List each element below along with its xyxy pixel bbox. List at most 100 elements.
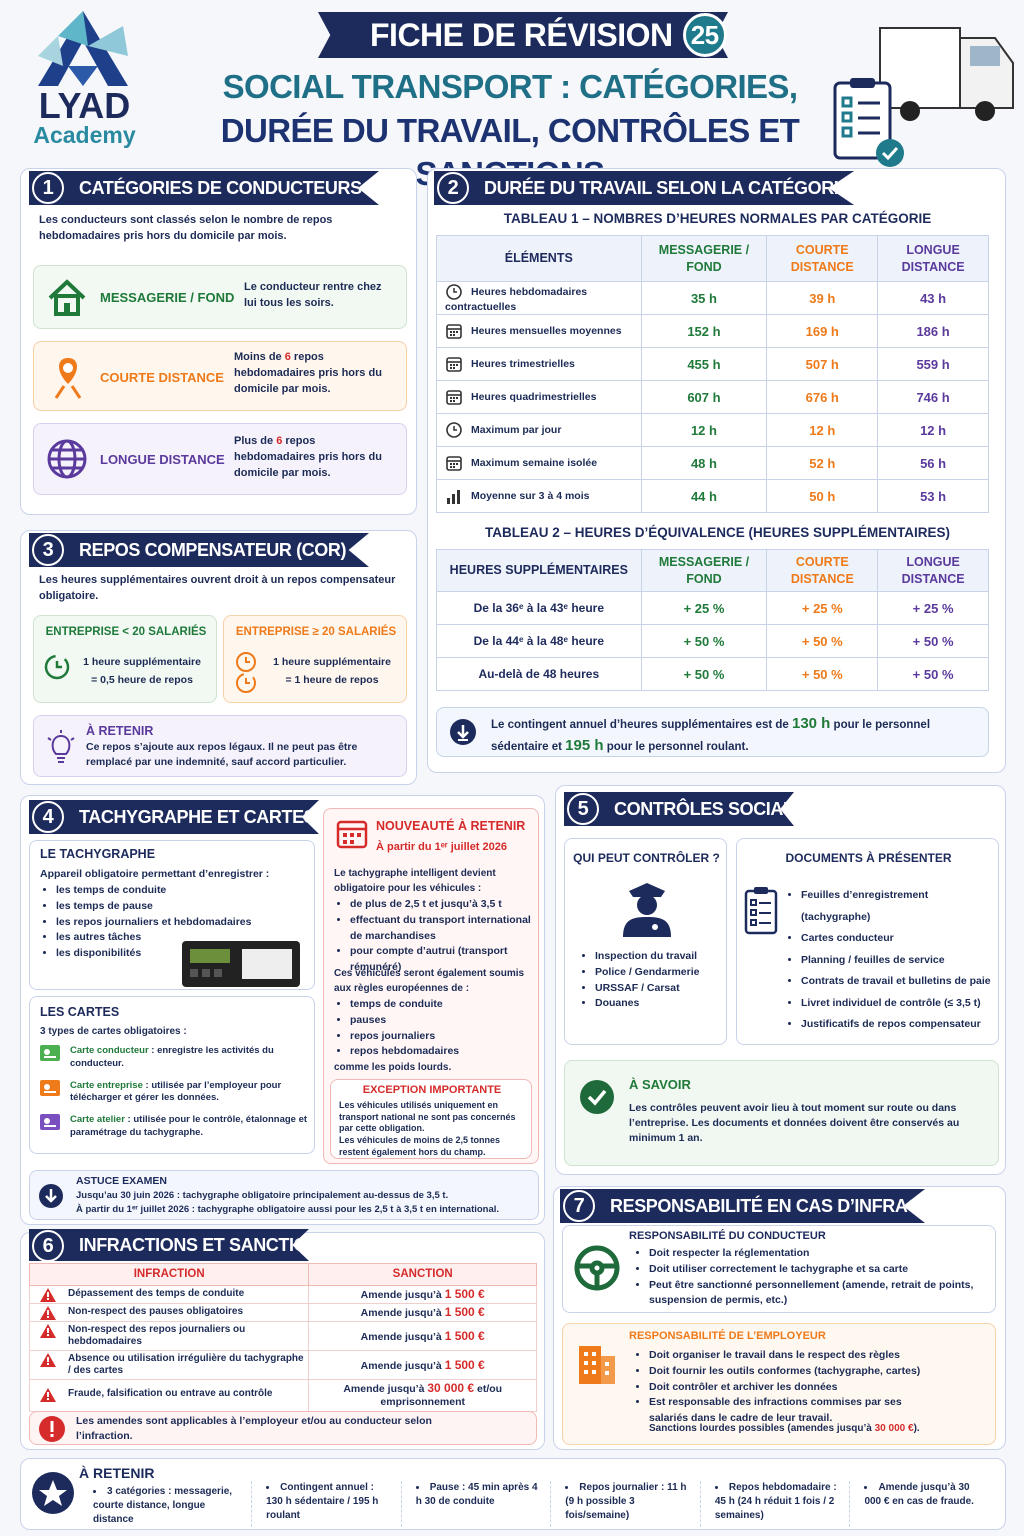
section-responsabilite: 7 RESPONSABILITÉ EN CAS D’INFRACTION RESP…	[553, 1186, 1006, 1450]
cell-value: + 50 %	[877, 624, 989, 658]
list-item: les temps de conduite	[56, 883, 302, 899]
carte-text: Carte atelier : utilisée pour le contrôl…	[70, 1114, 310, 1140]
table1-title: TABLEAU 1 – NOMBRES D’HEURES NORMALES PA…	[503, 211, 932, 226]
highlight: 1ᵉʳ juillet 2026	[126, 1204, 190, 1215]
list-item: repos journaliers	[350, 1029, 532, 1045]
highlight: 1 500 €	[444, 1328, 485, 1343]
column-header: HEURES SUPPLÉMENTAIRES	[436, 549, 642, 592]
table2: HEURES SUPPLÉMENTAIRES MESSAGERIE / FOND C…	[436, 549, 989, 691]
icon-clipboard	[744, 887, 778, 935]
icon-clock	[44, 654, 70, 680]
section-number: 4	[32, 801, 64, 833]
nouveaute-date: À partir du 1ᵉʳ juillet 2026	[376, 841, 508, 853]
infraction-text: Absence ou utilisation irrégulière du ta…	[68, 1352, 304, 1377]
cell-label: De la 44ᵉ à la 48ᵉ heure	[436, 624, 642, 658]
note-text: Les amendes sont applicables à l’employe…	[76, 1415, 432, 1443]
list-item: Doit utiliser correctement le tachygraph…	[649, 1262, 980, 1278]
value: 12 h	[690, 422, 717, 438]
value: 44 h	[690, 488, 717, 504]
exception-title: EXCEPTION IMPORTANTE	[362, 1084, 502, 1096]
table2-title: TABLEAU 2 – HEURES D’ÉQUIVALENCE (HEURES…	[484, 525, 951, 540]
list-item: Peut être sanctionné personnellement (am…	[649, 1278, 980, 1310]
footer-item: Amende jusqu’à 30 000 € en cas de fraude…	[849, 1481, 999, 1527]
value: 455 h	[687, 356, 721, 372]
table-row: De la 36ᵉ à la 43ᵉ heure + 25 % + 25 % + 25…	[436, 591, 989, 625]
retenir-box: À RETENIR Ce repos s’ajoute aux repos lé…	[33, 715, 407, 777]
column-header: MESSAGERIE / FOND	[640, 235, 768, 282]
list-item: les disponibilités	[56, 946, 302, 962]
cell-value: 48 h	[640, 446, 768, 480]
section-title: RESPONSABILITÉ EN CAS D’INFRACTION	[610, 1195, 962, 1216]
text-part: Le conducteur rentre chez lui tous les s…	[244, 281, 382, 309]
value: 50 h	[809, 488, 836, 504]
text-part: Amende jusqu’à	[360, 1359, 445, 1372]
section-banner: 6 INFRACTIONS ET SANCTIONS	[29, 1229, 309, 1261]
label: De la 44ᵉ à la 48ᵉ heure	[473, 634, 605, 648]
cell-value: 607 h	[640, 380, 768, 414]
list-item: Doit respecter la réglementation	[649, 1246, 980, 1262]
cell-value: 186 h	[877, 314, 989, 348]
footer-item: Repos hebdomadaire : 45 h (24 h réduit 1…	[699, 1481, 850, 1527]
text-part: Le contingent annuel d’heures supplément…	[491, 719, 792, 731]
section-number: 7	[563, 1190, 595, 1222]
list-item: effectuant du transport international de…	[350, 913, 532, 945]
highlight: 1 500 €	[444, 1287, 485, 1301]
nouveaute-list: de plus de 2,5 t et jusqu’à 3,5 teffectu…	[336, 897, 532, 976]
list-item: les autres tâches	[56, 930, 302, 946]
label: Heures hebdomadaires contractuelles	[445, 285, 588, 313]
label: Heures mensuelles moyennes	[471, 324, 622, 337]
list-item: de plus de 2,5 t et jusqu’à 3,5 t	[350, 897, 532, 913]
sheet-number: 25	[682, 13, 727, 57]
value: 559 h	[916, 356, 950, 372]
cell-value: 152 h	[640, 314, 768, 348]
header-row: ÉLÉMENTS MESSAGERIE / FOND COURTE DISTANCE…	[436, 235, 989, 282]
row-icon	[446, 456, 462, 471]
label: Heures quadrimestrielles	[471, 390, 597, 403]
cell-value: + 50 %	[766, 657, 879, 691]
infraction-text: Fraude, falsification ou entrave au cont…	[68, 1388, 273, 1400]
docs-box: DOCUMENTS À PRÉSENTER Feuilles d’enregis…	[736, 838, 999, 1045]
retenir-title: À RETENIR	[86, 724, 154, 738]
cell-label: Moyenne sur 3 à 4 mois	[436, 479, 642, 513]
cell-value: + 25 %	[640, 591, 768, 625]
section-title: CATÉGORIES DE CONDUCTEURS	[79, 177, 362, 198]
section-title: INFRACTIONS ET SANCTIONS	[79, 1234, 332, 1255]
text-part: repos hebdomadaires pris hors du domicil…	[234, 435, 382, 479]
text-part: et/ou emprisonnement	[380, 1383, 503, 1409]
text-part: À partir du	[76, 1204, 127, 1215]
row-icon	[446, 284, 462, 300]
table-row: Absence ou utilisation irrégulière du ta…	[28, 1350, 537, 1381]
cell-value: + 50 %	[877, 657, 989, 691]
table-row: De la 44ᵉ à la 48ᵉ heure + 50 % + 50 % + 50…	[436, 624, 989, 658]
value: 39 h	[809, 290, 836, 306]
carte-name: Carte conducteur	[70, 1045, 149, 1056]
table-row: Heures trimestrielles 455 h 507 h 559 h	[436, 347, 989, 381]
text-part: Amende jusqu’à	[360, 1307, 445, 1320]
footer: À RETENIR 3 catégories : messagerie, cou…	[20, 1458, 1006, 1530]
value: + 50 %	[912, 633, 954, 649]
row-icon	[446, 324, 462, 339]
nouveaute-title: NOUVEAUTÉ À RETENIR	[376, 819, 526, 833]
card-desc: Moins de 6 repos hebdomadaires pris hors…	[234, 350, 384, 398]
column-header: INFRACTION	[28, 1263, 310, 1286]
cell-value: 12 h	[877, 413, 989, 447]
cell-value: 56 h	[877, 446, 989, 480]
empl-final: Sanctions lourdes possibles (amendes jus…	[649, 1422, 989, 1437]
cell-value: 44 h	[640, 479, 768, 513]
tachy-title: LE TACHYGRAPHE	[40, 847, 156, 861]
note-box: Le contingent annuel d’heures supplément…	[436, 707, 989, 757]
cell-value: + 25 %	[766, 591, 879, 625]
savoir-title: À SAVOIR	[629, 1077, 691, 1092]
sanctions-table: INFRACTION SANCTION Dépassement des temps …	[28, 1263, 537, 1412]
text-part: : tachygraphe obligatoire aussi pour les…	[189, 1204, 500, 1215]
box-lines: 1 heure supplémentaire = 1 heure de repos	[264, 654, 400, 690]
box-large-company: ENTREPRISE ≥ 20 SALARIÉS 1 heure supplém…	[223, 615, 407, 703]
qui-list: Inspection du travailPolice / Gendarmeri…	[581, 949, 721, 1012]
section-controles: 5 CONTRÔLES SOCIAUX QUI PEUT CONTRÔLER ? …	[555, 785, 1006, 1175]
table-row: Non-respect des repos journaliers ou heb…	[28, 1321, 537, 1352]
savoir-text: Les contrôles peuvent avoir lieu à tout …	[629, 1102, 960, 1145]
highlight: 195 h	[565, 736, 604, 754]
value: 56 h	[920, 455, 947, 471]
card-name: LONGUE DISTANCE	[100, 452, 225, 467]
logo-mark	[38, 11, 128, 86]
